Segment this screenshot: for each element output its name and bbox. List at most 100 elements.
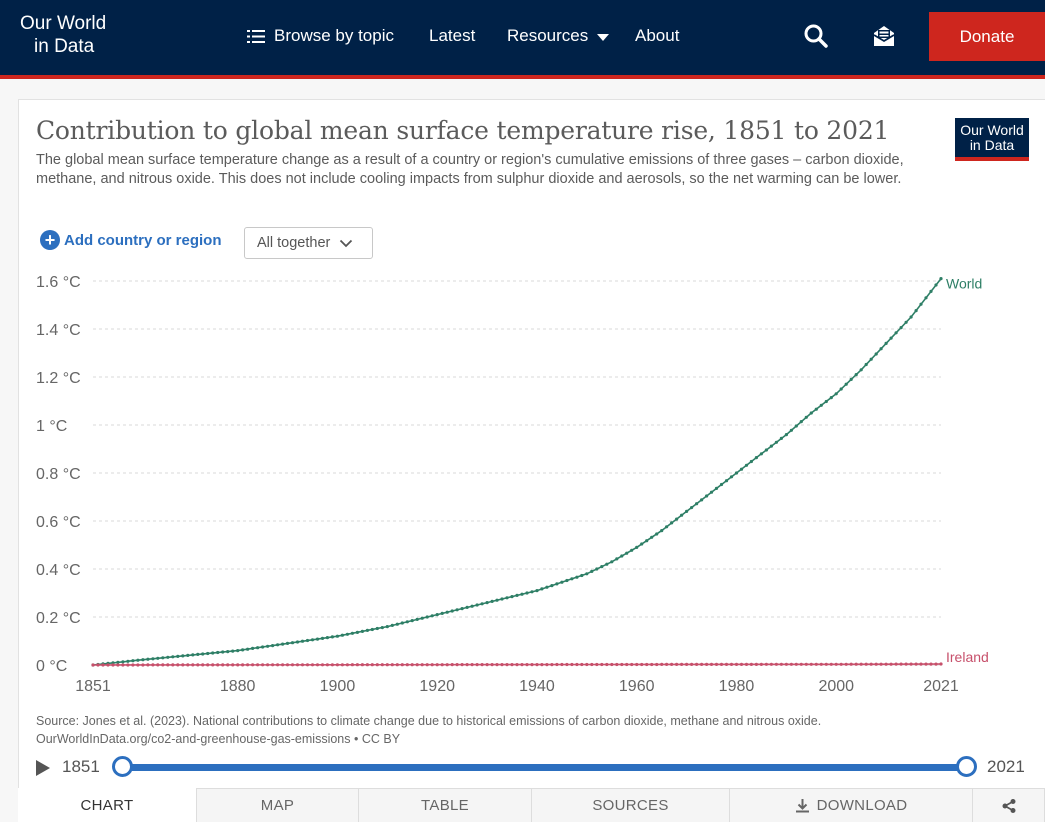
point-ireland-1853 (101, 663, 105, 667)
point-world-1906 (365, 628, 369, 633)
point-world-1945 (560, 580, 564, 584)
point-world-1893 (300, 639, 305, 643)
x-tick-label-0: 1851 (75, 678, 111, 695)
point-ireland-1872 (196, 663, 200, 667)
timeline-start-label: 1851 (62, 757, 100, 776)
point-ireland-1915 (410, 663, 414, 667)
point-ireland-1928 (475, 663, 479, 667)
point-ireland-1956 (615, 662, 619, 667)
point-world-1880 (236, 649, 240, 653)
point-ireland-1888 (276, 663, 280, 667)
point-world-1863 (151, 657, 155, 661)
search-icon[interactable] (802, 22, 830, 50)
point-world-1954 (605, 562, 609, 566)
tab-download[interactable]: DOWNLOAD (729, 788, 973, 822)
point-ireland-1890 (285, 663, 290, 667)
point-world-1971 (690, 506, 694, 510)
point-ireland-2004 (854, 662, 858, 666)
timeline-track[interactable] (122, 764, 967, 771)
timeline-end-handle[interactable] (956, 756, 977, 777)
point-ireland-1967 (670, 662, 674, 667)
point-ireland-1882 (246, 663, 250, 667)
point-ireland-2014 (904, 662, 908, 666)
point-ireland-2012 (894, 662, 898, 666)
y-tick-label-1: 0.2 °C (36, 610, 81, 627)
point-ireland-1931 (490, 663, 494, 667)
point-world-1930 (485, 601, 489, 605)
point-world-1955 (610, 560, 614, 564)
x-tick-label-2: 1900 (320, 678, 356, 695)
point-world-2014 (904, 320, 908, 324)
point-world-1905 (360, 629, 364, 634)
tab-share[interactable] (972, 788, 1045, 822)
point-ireland-2009 (879, 662, 883, 666)
nav-browse-by-topic[interactable]: Browse by topic (247, 0, 394, 72)
point-world-1965 (660, 529, 664, 533)
nav-about[interactable]: About (635, 0, 679, 72)
tab-sources[interactable]: SOURCES (531, 788, 730, 822)
point-world-1903 (350, 631, 354, 635)
timeline-start-handle[interactable] (112, 756, 133, 777)
point-world-2004 (854, 373, 858, 377)
point-world-1966 (665, 525, 669, 529)
point-world-1977 (719, 482, 724, 487)
point-world-1976 (714, 486, 719, 490)
donate-button[interactable]: Donate (929, 12, 1045, 61)
list-icon (247, 29, 265, 43)
point-world-2013 (899, 326, 903, 330)
point-ireland-1951 (590, 662, 594, 667)
tab-table[interactable]: TABLE (358, 788, 532, 822)
point-ireland-1952 (595, 662, 599, 667)
nav-resources[interactable]: Resources (507, 0, 610, 72)
chart-source: Source: Jones et al. (2023). National co… (36, 712, 821, 748)
point-world-1947 (570, 577, 574, 581)
add-country-button[interactable]: + Add country or region (40, 230, 222, 250)
chart-title: Contribution to global mean surface temp… (36, 116, 890, 145)
point-world-1946 (565, 578, 569, 583)
tab-chart[interactable]: CHART (18, 788, 196, 822)
point-ireland-1973 (700, 662, 704, 667)
point-world-2003 (849, 377, 853, 381)
newsletter-icon[interactable] (870, 22, 898, 50)
point-ireland-1903 (350, 663, 354, 667)
point-ireland-1989 (779, 662, 784, 666)
point-world-1886 (266, 644, 270, 648)
point-ireland-1980 (734, 662, 739, 667)
point-ireland-1860 (136, 663, 140, 667)
tab-map[interactable]: MAP (196, 788, 359, 822)
point-ireland-1953 (600, 662, 604, 667)
point-ireland-1925 (460, 663, 464, 667)
point-world-1981 (739, 467, 744, 471)
point-world-1911 (390, 623, 394, 628)
point-world-1912 (395, 622, 399, 626)
nav-browse-label: Browse by topic (274, 26, 394, 45)
nav-latest[interactable]: Latest (429, 0, 475, 72)
point-ireland-1878 (226, 663, 230, 667)
point-world-1931 (490, 599, 494, 604)
source-line-2: OurWorldInData.org/co2-and-greenhouse-ga… (36, 732, 401, 746)
point-ireland-1883 (251, 663, 255, 667)
point-world-1876 (216, 650, 220, 655)
series-points-world (91, 277, 943, 667)
card-owid-logo[interactable]: Our World in Data (955, 118, 1029, 161)
point-world-1928 (475, 603, 479, 607)
point-world-2018 (924, 296, 928, 300)
point-world-1974 (705, 494, 709, 498)
point-ireland-1920 (435, 663, 439, 667)
chevron-down-icon (597, 33, 610, 41)
point-world-1866 (166, 655, 170, 659)
play-icon[interactable] (36, 760, 50, 776)
y-tick-label-3: 0.6 °C (36, 514, 81, 531)
point-world-1950 (585, 572, 589, 576)
owid-logo[interactable]: Our World in Data (20, 12, 106, 58)
point-ireland-1926 (465, 663, 469, 667)
point-world-1989 (779, 436, 784, 440)
facet-dropdown[interactable]: All together (244, 227, 373, 259)
point-ireland-1934 (505, 663, 509, 667)
point-ireland-1898 (325, 663, 329, 667)
point-world-1982 (744, 463, 749, 467)
point-ireland-1907 (370, 663, 374, 667)
point-ireland-1879 (231, 663, 235, 667)
point-world-2000 (834, 392, 838, 396)
point-ireland-1912 (395, 663, 399, 667)
